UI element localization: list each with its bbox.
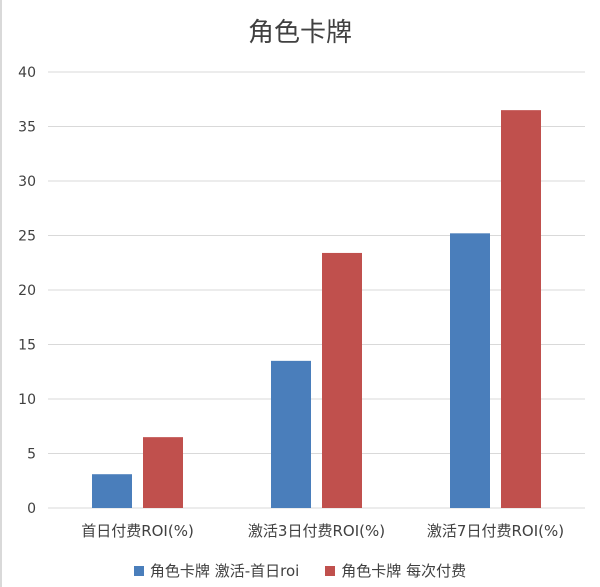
y-tick-label: 10 [18, 392, 36, 408]
y-tick-label: 0 [27, 501, 36, 517]
legend: 角色卡牌 激活-首日roi 角色卡牌 每次付费 [0, 560, 600, 581]
y-tick-label: 25 [18, 229, 36, 245]
legend-swatch-series-2 [325, 565, 336, 576]
bar-series-1-cat-1 [92, 474, 132, 508]
y-tick-label: 35 [18, 120, 36, 136]
legend-label-series-1: 角色卡牌 激活-首日roi [149, 562, 300, 580]
y-tick-label: 5 [27, 447, 36, 463]
legend-item-series-1: 角色卡牌 激活-首日roi [133, 560, 300, 581]
legend-label-series-2: 角色卡牌 每次付费 [341, 562, 467, 580]
x-tick-label: 激活3日付费ROI(%) [248, 522, 385, 540]
bar-series-2-cat-1 [143, 437, 183, 508]
left-border [0, 0, 2, 587]
y-tick-label: 20 [18, 283, 36, 299]
bar-series-1-cat-2 [271, 360, 311, 508]
legend-item-series-2: 角色卡牌 每次付费 [325, 560, 466, 581]
bar-series-2-cat-2 [322, 252, 362, 508]
y-tick-label: 15 [18, 338, 36, 354]
x-tick-label: 激活7日付费ROI(%) [427, 522, 564, 540]
legend-swatch-series-1 [133, 565, 144, 576]
chart-title: 角色卡牌 [247, 18, 352, 48]
bar-series-2-cat-3 [501, 110, 541, 509]
y-tick-label: 30 [18, 174, 36, 190]
bar-series-1-cat-3 [450, 233, 490, 508]
x-tick-label: 首日付费ROI(%) [81, 522, 194, 540]
y-tick-label: 40 [18, 65, 36, 81]
